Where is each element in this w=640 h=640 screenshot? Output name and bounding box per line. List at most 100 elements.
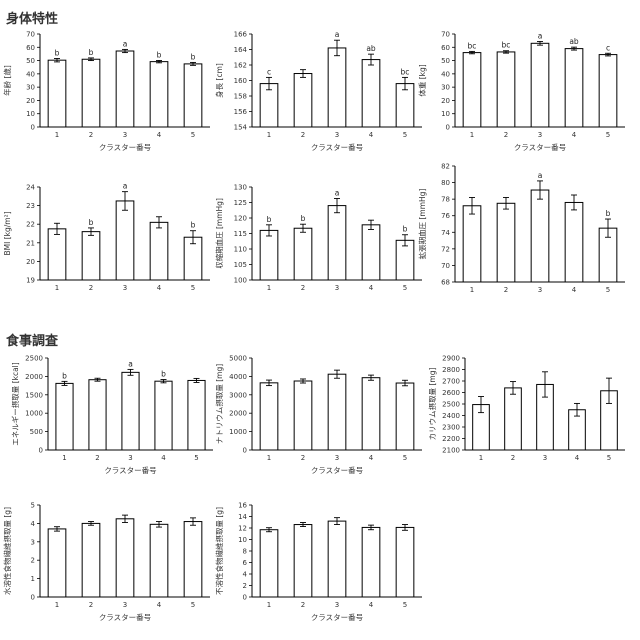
x-axis-label: クラスター番号	[514, 142, 566, 152]
y-tick-label: 2500	[442, 401, 460, 409]
y-tick-label: 60	[441, 44, 450, 52]
x-tick-label: 1	[55, 601, 59, 609]
significance-letter: b	[267, 215, 272, 224]
x-tick-label: 4	[369, 284, 374, 292]
bar	[150, 62, 168, 127]
x-tick-label: 2	[301, 131, 305, 139]
x-tick-label: 4	[161, 454, 166, 462]
y-tick-label: 2700	[442, 378, 460, 386]
y-tick-label: 60	[26, 44, 35, 52]
y-tick-label: 80	[441, 179, 450, 187]
y-tick-label: 70	[441, 31, 450, 39]
x-tick-label: 4	[157, 601, 162, 609]
y-tick-label: 20	[26, 258, 35, 266]
significance-letter: b	[301, 214, 306, 223]
y-axis-label: エネルギー摂取量 [kcal]	[10, 362, 20, 445]
x-tick-label: 3	[335, 454, 339, 462]
x-tick-label: 4	[572, 286, 577, 294]
y-tick-label: 2200	[442, 435, 460, 443]
y-tick-label: 1	[31, 575, 35, 583]
y-tick-label: 1000	[25, 410, 43, 418]
bar	[188, 380, 205, 450]
y-tick-label: 74	[441, 229, 450, 237]
bar	[565, 202, 583, 282]
x-tick-label: 1	[62, 454, 66, 462]
bar	[48, 229, 66, 280]
y-tick-label: 100	[234, 277, 247, 285]
x-tick-label: 5	[606, 131, 610, 139]
y-tick-label: 68	[441, 279, 450, 287]
y-tick-label: 4	[243, 571, 248, 579]
y-tick-label: 24	[26, 184, 35, 192]
x-tick-label: 3	[538, 286, 542, 294]
bar	[362, 225, 380, 280]
bar	[362, 527, 380, 597]
y-tick-label: 0	[31, 124, 35, 132]
y-tick-label: 23	[26, 202, 35, 210]
significance-letter: c	[267, 67, 271, 76]
y-tick-label: 70	[26, 31, 35, 39]
bar	[82, 232, 100, 280]
x-tick-label: 3	[123, 131, 127, 139]
significance-letter: ab	[569, 37, 579, 46]
y-tick-label: 10	[26, 110, 35, 118]
significance-letter: a	[123, 39, 128, 48]
y-tick-label: 12	[238, 525, 247, 533]
y-tick-label: 20	[441, 97, 450, 105]
bar	[463, 206, 481, 282]
y-tick-label: 76	[441, 212, 450, 220]
x-tick-label: 2	[504, 286, 508, 294]
bar	[150, 222, 168, 280]
y-tick-label: 2300	[442, 424, 460, 432]
y-axis-label: 収縮期血圧 [mmHg]	[214, 198, 224, 269]
bar	[48, 60, 66, 127]
x-tick-label: 3	[335, 601, 339, 609]
significance-letter: a	[335, 30, 340, 39]
significance-letter: a	[538, 171, 543, 180]
bar	[260, 530, 278, 597]
x-tick-label: 5	[403, 454, 407, 462]
x-tick-label: 1	[55, 131, 59, 139]
bar	[328, 48, 346, 127]
y-axis-label: 水溶性食物繊維摂取量 [g]	[2, 507, 12, 595]
significance-letter: b	[191, 221, 196, 230]
x-tick-label: 5	[191, 131, 195, 139]
bar	[116, 201, 134, 280]
significance-letter: bc	[468, 41, 477, 50]
bar	[89, 380, 106, 450]
y-tick-label: 166	[234, 31, 248, 39]
x-tick-label: 3	[123, 284, 127, 292]
bar	[328, 521, 346, 597]
y-tick-label: 162	[234, 62, 247, 70]
significance-letter: a	[335, 188, 340, 197]
bar	[294, 381, 312, 450]
x-tick-label: 3	[538, 131, 542, 139]
x-tick-label: 1	[267, 284, 271, 292]
y-tick-label: 2	[243, 582, 247, 590]
y-tick-label: 2100	[442, 447, 460, 455]
y-tick-label: 8	[243, 548, 247, 556]
y-tick-label: 2800	[442, 366, 460, 374]
y-tick-label: 0	[446, 124, 450, 132]
y-tick-label: 0	[243, 447, 247, 455]
y-axis-label: ナトリウム摂取量 [mg]	[214, 364, 224, 444]
y-tick-label: 30	[441, 84, 450, 92]
x-tick-label: 2	[504, 131, 508, 139]
x-tick-label: 5	[191, 284, 195, 292]
y-tick-label: 158	[234, 93, 247, 101]
y-tick-label: 16	[238, 502, 247, 510]
bar	[531, 190, 549, 282]
y-tick-label: 82	[441, 163, 450, 171]
x-tick-label: 4	[575, 454, 580, 462]
y-tick-label: 115	[234, 230, 247, 238]
y-tick-label: 120	[234, 215, 247, 223]
x-tick-label: 1	[267, 601, 271, 609]
x-tick-label: 3	[543, 454, 547, 462]
y-tick-label: 19	[26, 277, 35, 285]
y-tick-label: 2600	[442, 389, 460, 397]
significance-letter: b	[403, 225, 408, 234]
bar	[362, 60, 380, 127]
bar	[155, 381, 172, 450]
bar	[82, 523, 100, 597]
